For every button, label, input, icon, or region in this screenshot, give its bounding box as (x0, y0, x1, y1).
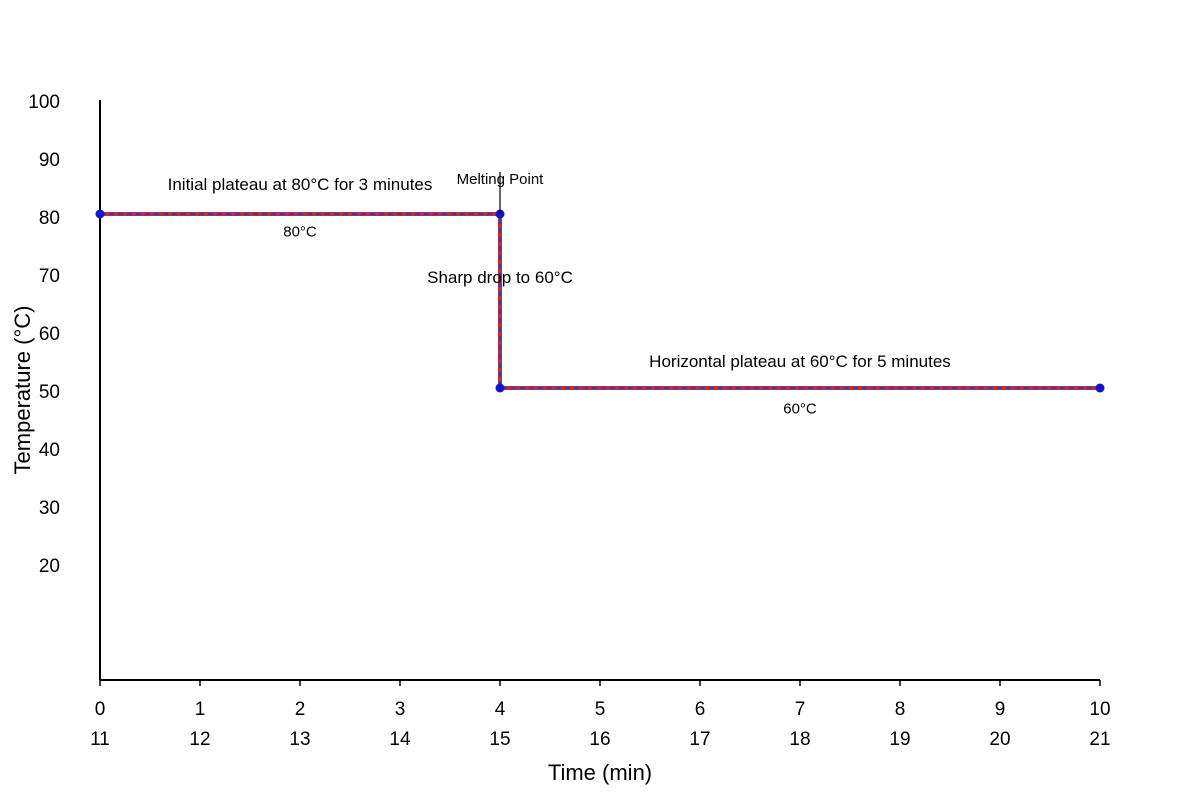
x-tick-label-secondary: 19 (889, 729, 910, 750)
x-tick-label-secondary: 18 (789, 729, 810, 750)
x-tick-label: 1 (195, 699, 206, 720)
x-tick-label: 4 (495, 699, 506, 720)
y-tick-label: 20 (39, 556, 60, 577)
x-axis-label: Time (min) (548, 760, 652, 785)
y-tick-label: 60 (39, 324, 60, 345)
x-tick-label-secondary: 12 (189, 729, 210, 750)
y-tick-label: 90 (39, 150, 60, 171)
x-tick-label-secondary: 15 (489, 729, 510, 750)
data-point (95, 209, 105, 219)
series-line-dash (100, 212, 1100, 390)
annotation-sharp-drop: Sharp drop to 60°C (427, 268, 573, 287)
y-tick-label: 70 (39, 266, 60, 287)
y-tick-label: 80 (39, 208, 60, 229)
annotation-initial-plateau: Initial plateau at 80°C for 3 minutes (168, 175, 433, 194)
x-tick-label-secondary: 17 (689, 729, 710, 750)
x-tick-label-secondary: 11 (90, 729, 110, 750)
annotations-group: Initial plateau at 80°C for 3 minutes 80°… (168, 171, 951, 417)
y-tick-label: 50 (39, 382, 60, 403)
x-tick-label-secondary: 16 (589, 729, 610, 750)
x-tick-label: 9 (995, 699, 1006, 720)
annotation-80c: 80°C (283, 223, 317, 240)
data-point (495, 383, 505, 393)
x-tick-label-secondary: 13 (289, 729, 310, 750)
axes: 0111122133144155166177188199201021100908… (28, 92, 1110, 750)
x-tick-label-secondary: 21 (1089, 729, 1110, 750)
x-tick-label: 7 (795, 699, 806, 720)
series-group (95, 209, 1105, 393)
y-axis-label: Temperature (°C) (10, 306, 35, 475)
x-tick-label: 10 (1089, 699, 1110, 720)
x-tick-label: 2 (295, 699, 306, 720)
x-tick-label: 6 (695, 699, 706, 720)
x-tick-label-secondary: 14 (389, 729, 411, 750)
y-tick-label: 100 (28, 92, 60, 113)
x-tick-label: 3 (395, 699, 406, 720)
x-tick-label: 5 (595, 699, 606, 720)
y-tick-label: 30 (39, 498, 60, 519)
y-tick-label: 40 (39, 440, 60, 461)
annotation-horizontal-plateau: Horizontal plateau at 60°C for 5 minutes (649, 352, 951, 371)
x-tick-label: 0 (95, 699, 106, 720)
x-tick-label: 8 (895, 699, 906, 720)
annotation-melting-point: Melting Point (457, 171, 545, 188)
data-point (1095, 383, 1105, 393)
annotation-60c: 60°C (783, 400, 817, 417)
x-tick-label-secondary: 20 (989, 729, 1010, 750)
